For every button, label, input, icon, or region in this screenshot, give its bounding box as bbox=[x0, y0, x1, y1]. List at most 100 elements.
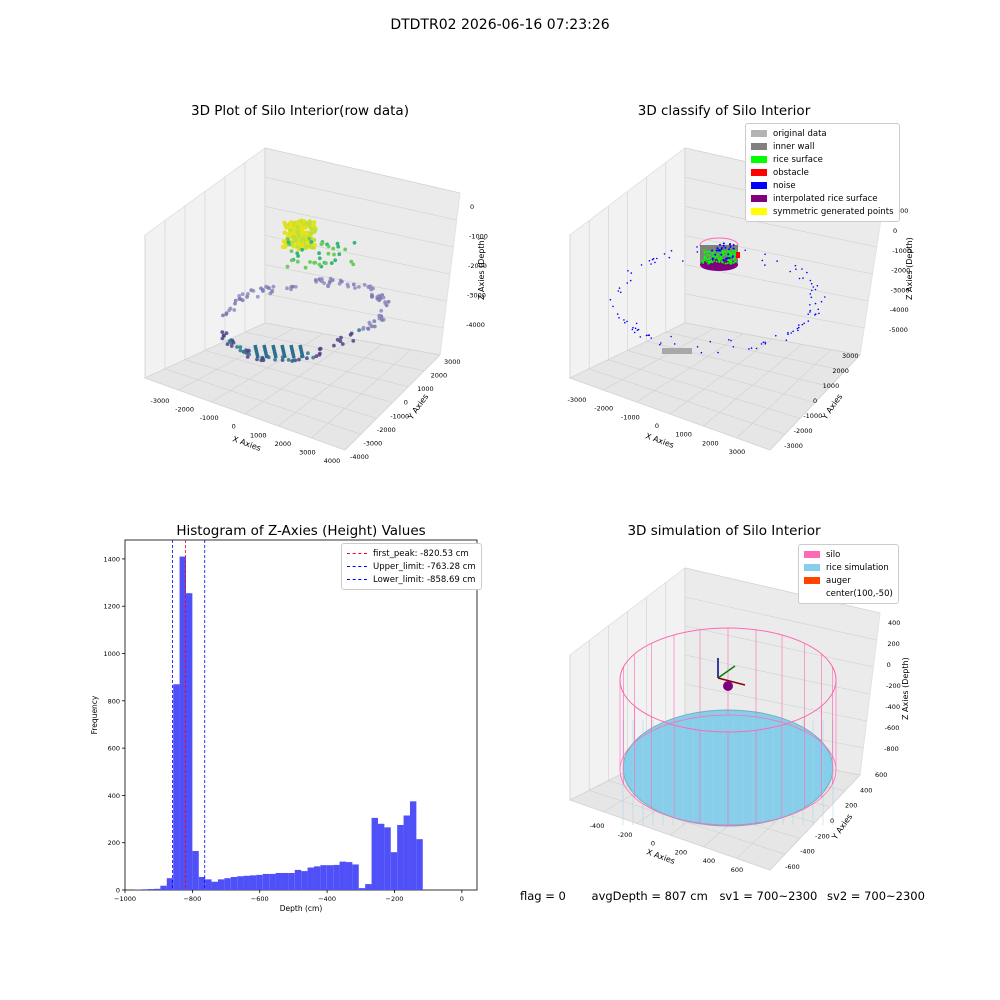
simulation-legend-item: center(100,-50) bbox=[826, 588, 893, 599]
histogram-y-tick: 800 bbox=[108, 697, 120, 705]
histogram-bar bbox=[416, 839, 423, 890]
histogram-legend-item: Lower_limit: -858.69 cm bbox=[347, 573, 476, 586]
cls-z-tick: -5000 bbox=[889, 326, 908, 334]
raw-x-tick: 3000 bbox=[299, 448, 316, 456]
histogram-bar bbox=[377, 823, 385, 890]
raw-x-tick: 0 bbox=[232, 423, 236, 431]
sv1-status: sv1 = 700~2300 bbox=[719, 889, 818, 903]
raw-z-axis-label: Z Axies (Depth) bbox=[477, 237, 486, 300]
cls-y-tick: 1000 bbox=[823, 382, 840, 390]
raw-y-axis-label: Y Axies bbox=[406, 392, 431, 422]
histogram-plot: −1000 −800 −600 −400 −200 0 0 200 400 600 800 1000… bbox=[103, 539, 478, 903]
simulation-3d-axes bbox=[568, 566, 881, 871]
histogram-bar bbox=[403, 815, 410, 890]
cls-x-tick: 2000 bbox=[702, 439, 719, 447]
cls-z-tick: 0 bbox=[893, 227, 897, 235]
classify-legend: original data inner wall rice surface obsta… bbox=[745, 123, 900, 222]
sim-y-tick: 0 bbox=[830, 817, 834, 825]
histogram-bar bbox=[153, 888, 161, 890]
histogram-y-tick: 200 bbox=[108, 839, 120, 847]
cls-y-tick: 3000 bbox=[842, 352, 859, 360]
sim-z-tick: -400 bbox=[885, 703, 900, 711]
histogram-bar bbox=[390, 852, 398, 890]
histogram-legend: first_peak: -820.53 cm Upper_limit: -763.… bbox=[341, 543, 482, 590]
cls-z-tick: -3000 bbox=[891, 286, 910, 294]
sim-y-tick: -200 bbox=[815, 832, 830, 840]
histogram-bar bbox=[339, 861, 346, 890]
raw-z-tick: -3000 bbox=[467, 292, 486, 300]
sim-z-tick: 0 bbox=[887, 661, 891, 669]
cls-y-tick: -3000 bbox=[784, 442, 803, 450]
cls-x-tick: 0 bbox=[655, 422, 659, 430]
histogram-bar bbox=[224, 878, 231, 890]
cls-x-tick: -1000 bbox=[621, 413, 640, 421]
histogram-x-tick: −800 bbox=[183, 895, 201, 903]
simulation-legend: silo rice simulation auger center(100,-50) bbox=[798, 544, 899, 604]
raw-z-tick: -1000 bbox=[469, 233, 488, 241]
histogram-x-tick: 0 bbox=[460, 895, 464, 903]
cls-z-tick: -1000 bbox=[892, 247, 911, 255]
histogram-x-tick: −200 bbox=[386, 895, 404, 903]
histogram-bar bbox=[230, 876, 238, 890]
classify-plot-title: 3D classify of Silo Interior bbox=[637, 103, 811, 119]
histogram-bar bbox=[256, 874, 263, 890]
classify-z-axis-label: Z Axies (Depth) bbox=[905, 237, 914, 300]
raw-y-tick: 1000 bbox=[417, 385, 434, 393]
histogram-title: Histogram of Z-Axies (Height) Values bbox=[176, 523, 426, 539]
histogram-bar bbox=[141, 889, 148, 890]
histogram-bar bbox=[281, 872, 289, 890]
cls-x-tick: 3000 bbox=[729, 448, 746, 456]
histogram-bar bbox=[371, 817, 378, 890]
sim-z-tick: 200 bbox=[887, 640, 899, 648]
sv2-status: sv2 = 700~2300 bbox=[827, 889, 925, 903]
histogram-bar bbox=[275, 872, 282, 890]
sim-y-tick: 400 bbox=[860, 786, 872, 794]
sim-x-tick: 600 bbox=[731, 866, 743, 874]
raw-y-tick: -1000 bbox=[390, 412, 409, 420]
simulation-plot-title: 3D simulation of Silo Interior bbox=[627, 523, 821, 539]
histogram-y-tick: 0 bbox=[116, 887, 120, 895]
raw-y-tick: -3000 bbox=[363, 439, 382, 447]
raw-plot-title: 3D Plot of Silo Interior(row data) bbox=[191, 103, 409, 119]
simulation-x-axis-label: X Axies bbox=[645, 847, 676, 866]
histogram-bar bbox=[409, 801, 417, 890]
raw-y-tick: 0 bbox=[404, 399, 408, 407]
sim-z-tick: -600 bbox=[885, 724, 900, 732]
cls-x-tick: -3000 bbox=[568, 396, 587, 404]
histogram-bar bbox=[307, 867, 314, 890]
figure-suptitle: DTDTR02 2026-06-16 07:23:26 bbox=[390, 17, 610, 33]
classify-legend-item: symmetric generated points bbox=[751, 205, 894, 218]
classify-legend-item: inner wall bbox=[751, 140, 894, 153]
classify-legend-item: original data bbox=[751, 127, 894, 140]
sim-x-tick: -200 bbox=[618, 831, 633, 839]
histogram-bar bbox=[320, 865, 327, 890]
histogram-bar bbox=[262, 873, 270, 890]
sim-x-tick: -400 bbox=[590, 822, 605, 830]
histogram-y-axis-label: Frequency bbox=[90, 695, 99, 734]
histogram-bar bbox=[365, 884, 372, 890]
sim-z-tick: -800 bbox=[884, 745, 899, 753]
histogram-y-tick: 1400 bbox=[103, 555, 120, 563]
histogram-bar bbox=[173, 684, 180, 890]
classify-legend-item: noise bbox=[751, 179, 894, 192]
histogram-bar bbox=[198, 876, 206, 890]
histogram-bar bbox=[217, 879, 225, 890]
cls-y-tick: -1000 bbox=[803, 412, 822, 420]
histogram-bar bbox=[326, 865, 334, 890]
histogram-bar bbox=[301, 871, 308, 890]
histogram-x-tick: −1000 bbox=[114, 895, 136, 903]
raw-y-tick: -4000 bbox=[350, 453, 369, 461]
histogram-bar bbox=[358, 888, 366, 890]
histogram-bar bbox=[294, 869, 302, 890]
raw-x-tick: -2000 bbox=[175, 406, 194, 414]
sim-x-tick: 200 bbox=[675, 848, 687, 856]
cls-z-tick: -2000 bbox=[891, 267, 910, 275]
histogram-bar bbox=[345, 862, 353, 890]
cls-y-tick: 0 bbox=[813, 397, 817, 405]
classify-z-tick-clipped: 000 bbox=[896, 207, 908, 215]
raw-z-tick: -2000 bbox=[468, 262, 487, 270]
raw-z-tick: 0 bbox=[470, 203, 474, 211]
sim-z-tick: 400 bbox=[888, 619, 900, 627]
histogram-bar bbox=[237, 876, 244, 890]
